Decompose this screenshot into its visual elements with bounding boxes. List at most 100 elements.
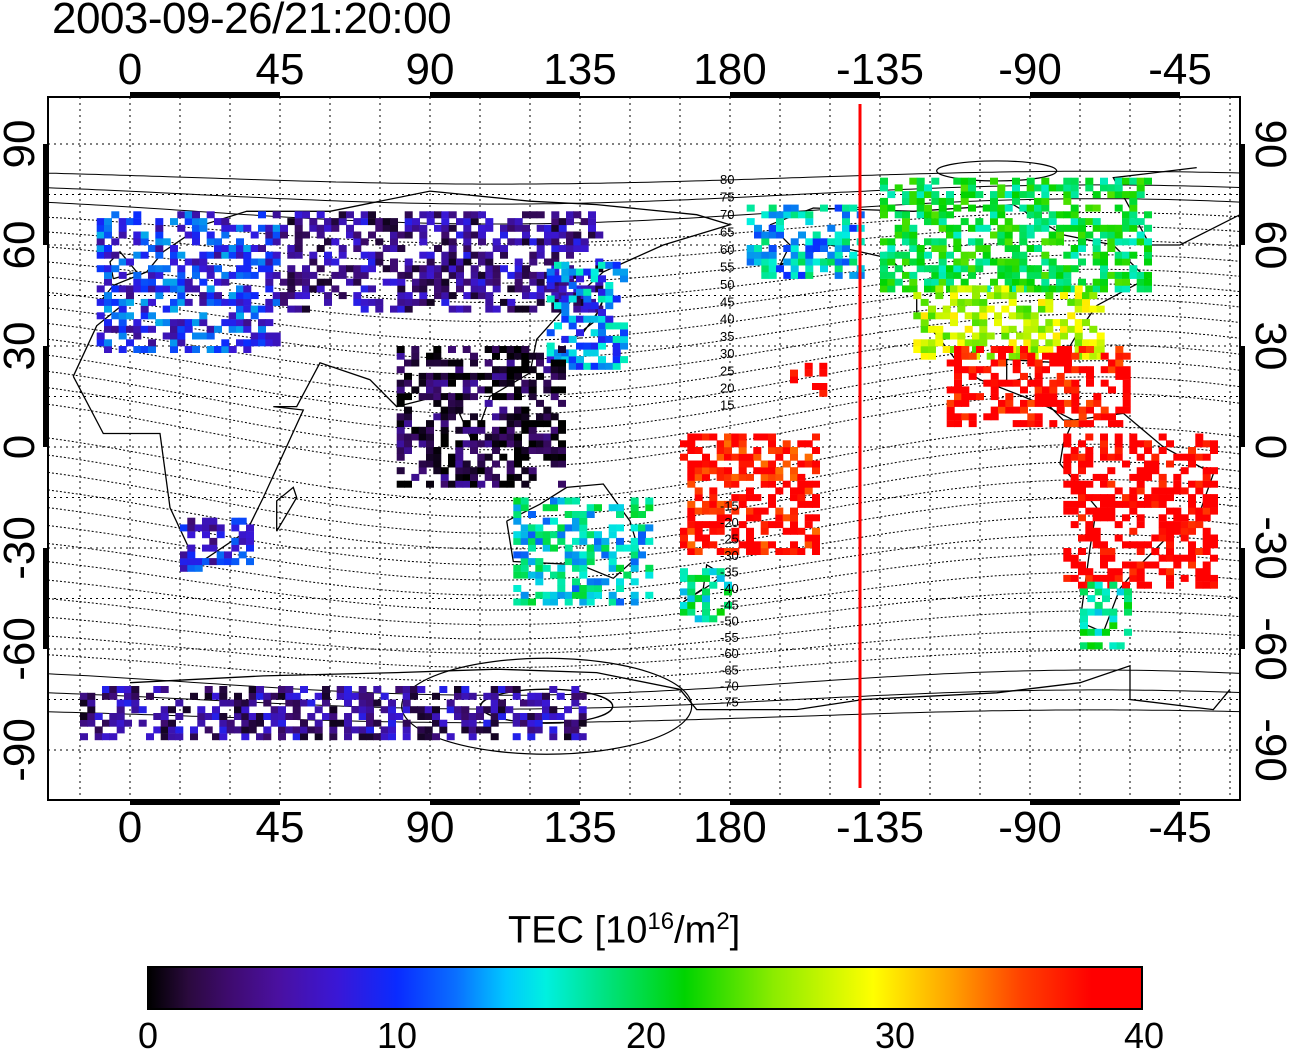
tec-cell bbox=[434, 271, 442, 279]
tec-cell bbox=[324, 298, 332, 306]
tec-cell bbox=[1063, 500, 1072, 508]
tec-cell bbox=[155, 319, 164, 327]
tec-cell bbox=[1041, 191, 1050, 199]
tec-cell bbox=[1094, 601, 1103, 609]
tec-cell bbox=[954, 399, 962, 407]
tec-cell bbox=[104, 265, 112, 273]
tec-cell bbox=[426, 379, 434, 387]
tec-cell bbox=[402, 719, 411, 727]
tec-cell bbox=[645, 537, 654, 545]
tec-cell bbox=[446, 706, 455, 714]
tec-cell bbox=[521, 406, 530, 414]
tec-cell bbox=[820, 265, 828, 273]
tec-cell bbox=[329, 733, 338, 741]
tec-cell bbox=[478, 211, 486, 219]
tec-cell bbox=[485, 292, 494, 300]
tec-cell bbox=[550, 413, 559, 421]
tec-cell bbox=[426, 453, 434, 461]
tec-cell bbox=[448, 460, 456, 468]
tec-cell bbox=[1202, 581, 1211, 589]
tec-cell bbox=[1100, 554, 1108, 562]
tec-cell bbox=[116, 699, 125, 707]
tec-cell bbox=[590, 275, 599, 283]
tec-cell bbox=[556, 692, 565, 700]
tec-cell bbox=[140, 238, 149, 246]
tec-cell bbox=[492, 440, 500, 448]
tec-cell bbox=[219, 733, 228, 741]
tec-cell bbox=[775, 447, 784, 454]
tec-cell bbox=[514, 372, 522, 380]
tec-cell bbox=[938, 211, 947, 219]
tec-cell bbox=[287, 265, 296, 273]
tec-cell bbox=[645, 564, 654, 572]
tec-cell bbox=[439, 719, 448, 727]
tec-cell bbox=[1026, 204, 1035, 212]
tec-cell bbox=[680, 534, 688, 542]
tec-cell bbox=[550, 497, 558, 505]
tec-cell bbox=[590, 342, 599, 350]
right-lat-label: 30 bbox=[1246, 322, 1292, 371]
tec-cell bbox=[768, 231, 777, 239]
tec-cell bbox=[620, 329, 628, 337]
tec-cell bbox=[456, 285, 464, 293]
tec-cell bbox=[324, 224, 332, 232]
tec-cell bbox=[1124, 595, 1132, 603]
tec-cell bbox=[294, 218, 303, 226]
tec-cell bbox=[790, 487, 798, 495]
tec-cell bbox=[116, 686, 125, 693]
tec-cell bbox=[373, 719, 382, 727]
tec-cell bbox=[96, 218, 105, 226]
tec-cell bbox=[1086, 366, 1094, 374]
tec-cell bbox=[250, 305, 259, 313]
tec-cell bbox=[982, 251, 991, 259]
colorbar-label: 0 bbox=[137, 1015, 159, 1056]
tec-cell bbox=[761, 258, 770, 266]
tec-cell bbox=[396, 393, 405, 401]
tec-cell bbox=[506, 480, 515, 488]
tec-cell bbox=[1124, 608, 1132, 616]
tec-cell bbox=[485, 298, 494, 306]
tec-cell bbox=[543, 366, 552, 374]
tec-cell bbox=[998, 352, 1006, 360]
tec-cell bbox=[412, 224, 420, 232]
tec-cell bbox=[1005, 399, 1014, 407]
tec-cell bbox=[790, 369, 798, 377]
tec-cell bbox=[590, 315, 599, 323]
tec-cell bbox=[462, 379, 471, 387]
tec-cell bbox=[1005, 406, 1014, 414]
tec-cell bbox=[536, 413, 544, 421]
tec-cell bbox=[104, 292, 112, 300]
tec-cell bbox=[928, 312, 936, 320]
tec-cell bbox=[805, 258, 814, 266]
tec-cell bbox=[543, 433, 552, 441]
tec-cell bbox=[1210, 480, 1218, 488]
tec-cell bbox=[470, 292, 479, 300]
tec-cell bbox=[441, 265, 450, 273]
tec-cell bbox=[546, 329, 555, 337]
tec-cell bbox=[568, 268, 577, 276]
tec-cell bbox=[521, 366, 530, 374]
tec-cell bbox=[417, 686, 426, 693]
tec-cell bbox=[1210, 467, 1218, 475]
tec-cell bbox=[687, 601, 696, 609]
tec-cell bbox=[243, 292, 252, 300]
tec-cell bbox=[190, 733, 198, 741]
tec-cell bbox=[957, 339, 966, 347]
tec-cell bbox=[520, 497, 529, 505]
left-lat-label: 0 bbox=[0, 435, 44, 459]
tec-cell bbox=[564, 706, 572, 714]
tec-cell bbox=[287, 251, 296, 259]
tec-cell bbox=[192, 332, 200, 340]
tec-cell bbox=[375, 258, 384, 266]
tec-cell bbox=[109, 733, 118, 741]
tec-cell bbox=[702, 500, 710, 508]
tec-cell bbox=[998, 399, 1006, 407]
tec-cell bbox=[1078, 548, 1086, 555]
tec-cell bbox=[126, 298, 134, 306]
tec-cell bbox=[1108, 359, 1116, 367]
tec-cell bbox=[595, 231, 604, 239]
tec-cell bbox=[997, 231, 1006, 239]
tec-cell bbox=[1108, 386, 1116, 394]
tec-cell bbox=[155, 224, 164, 232]
tec-cell bbox=[448, 271, 457, 279]
